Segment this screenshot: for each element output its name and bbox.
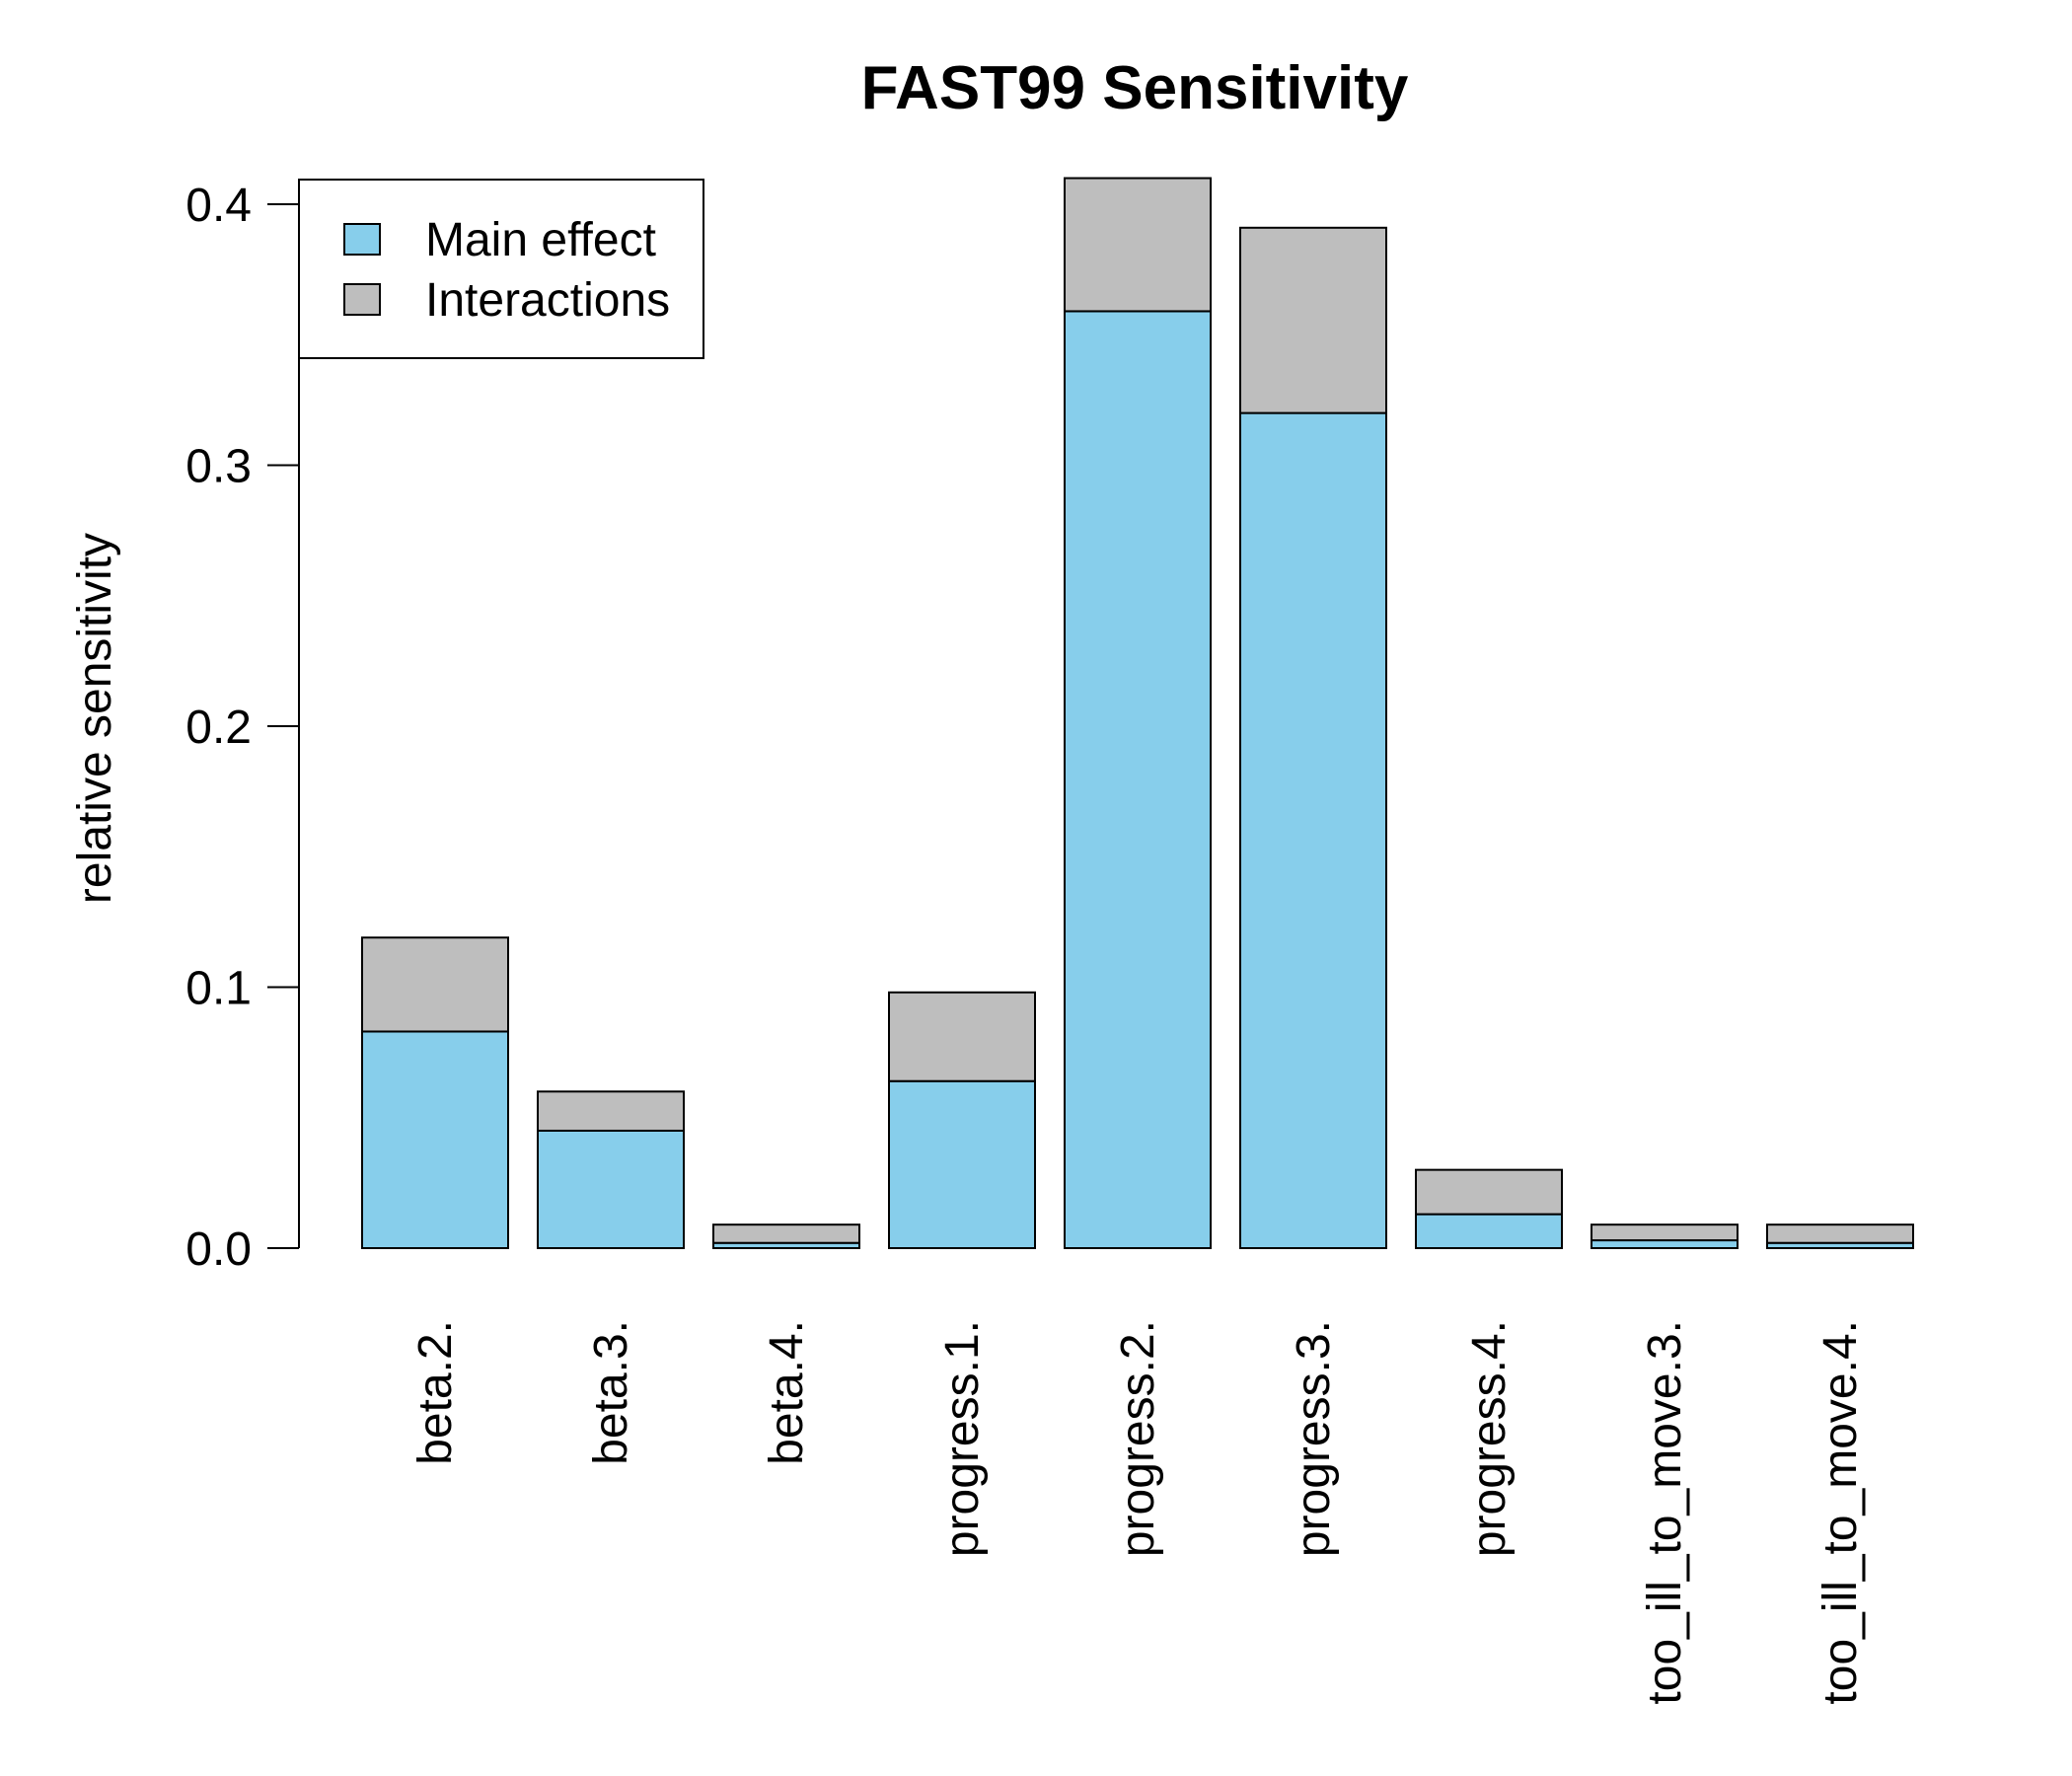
x-tick-label: progress.4. <box>1463 1320 1516 1557</box>
bar-main-effect <box>1064 310 1212 1249</box>
bar-interactions <box>537 1090 685 1132</box>
bar-interactions <box>1239 226 1387 414</box>
bar-interactions <box>1415 1168 1563 1216</box>
bar-main-effect <box>537 1129 685 1249</box>
bar-main-effect <box>888 1079 1036 1249</box>
legend-label-interactions: Interactions <box>425 274 670 327</box>
bar-interactions <box>1064 177 1212 313</box>
legend-label-main-effect: Main effect <box>425 214 656 266</box>
legend: Main effect Interactions <box>298 179 704 359</box>
bar-main-effect <box>1415 1213 1563 1249</box>
legend-swatch-main-effect <box>343 223 381 256</box>
x-tick-label: too_ill_to_move.4. <box>1814 1320 1867 1705</box>
bar-main-effect <box>1239 411 1387 1250</box>
x-tick-label: progress.2. <box>1112 1320 1164 1557</box>
y-axis-label: relative sensitivity <box>69 533 121 904</box>
legend-box <box>298 179 704 359</box>
y-axis: 0.0 0.1 0.2 0.3 0.4 <box>185 180 300 1276</box>
bar-interactions <box>712 1223 860 1244</box>
bars-group <box>361 177 1914 1250</box>
y-tick-label: 0.3 <box>185 441 252 493</box>
bar-main-effect <box>361 1030 509 1249</box>
bar-interactions <box>1591 1223 1739 1242</box>
chart-title: FAST99 Sensitivity <box>861 54 1409 122</box>
y-tick-label: 0.0 <box>185 1223 252 1276</box>
x-tick-label: progress.3. <box>1288 1320 1340 1557</box>
bar-interactions <box>888 991 1036 1082</box>
bar-interactions <box>1766 1223 1914 1244</box>
x-tick-labels: beta.2. beta.3. beta.4. progress.1. progress… <box>409 1320 1867 1705</box>
y-tick-label: 0.1 <box>185 963 252 1015</box>
x-tick-label: beta.2. <box>409 1320 462 1465</box>
x-tick-label: beta.4. <box>761 1320 813 1465</box>
y-tick-label: 0.4 <box>185 180 252 232</box>
x-tick-label: progress.1. <box>936 1320 989 1557</box>
x-tick-label: too_ill_to_move.3. <box>1639 1320 1691 1705</box>
y-tick-label: 0.2 <box>185 702 252 754</box>
bar-interactions <box>361 936 509 1033</box>
legend-swatch-interactions <box>343 283 381 316</box>
bar-main-effect <box>1591 1239 1739 1249</box>
x-tick-label: beta.3. <box>585 1320 637 1465</box>
